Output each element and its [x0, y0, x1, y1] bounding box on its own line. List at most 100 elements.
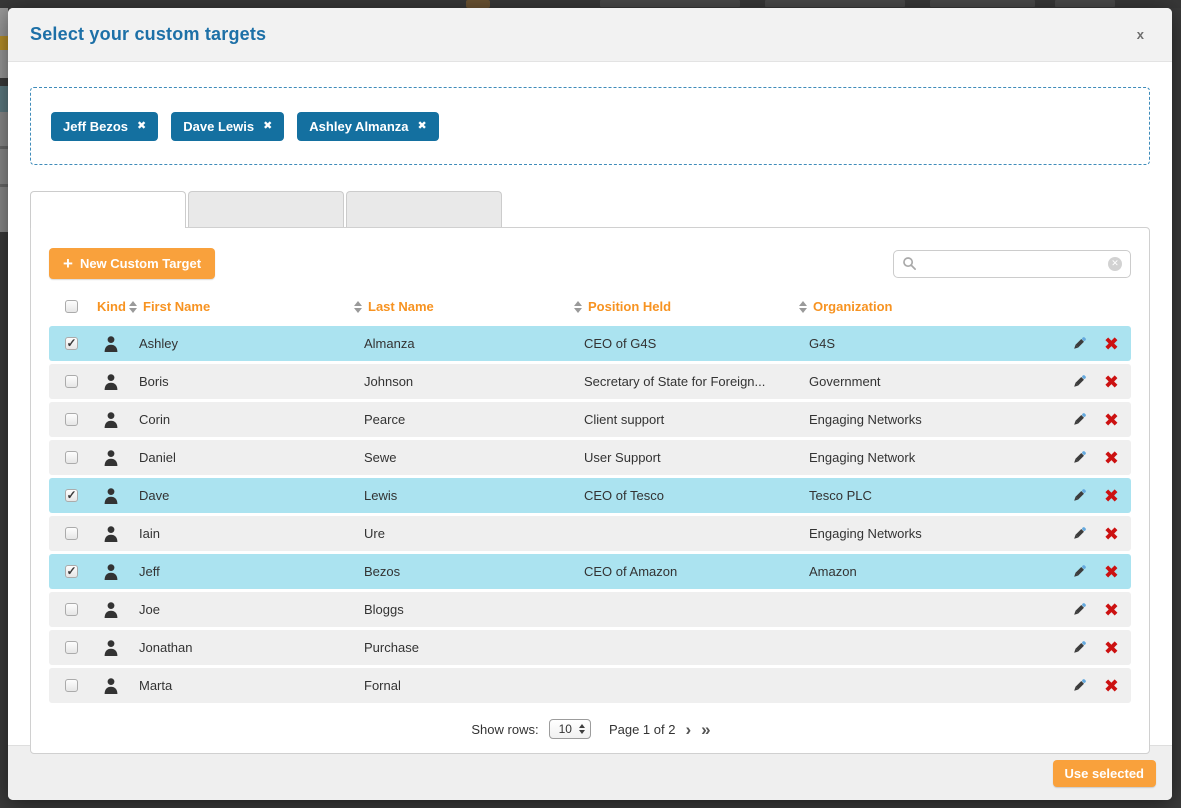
table-row[interactable]: Ashley Almanza CEO of G4S G4S ✖ — [49, 326, 1131, 361]
row-actions: ✖ — [1039, 677, 1131, 695]
delete-x-icon[interactable]: ✖ — [1104, 487, 1119, 505]
delete-x-icon[interactable]: ✖ — [1104, 563, 1119, 581]
row-checkbox[interactable] — [65, 603, 78, 616]
last-page-icon[interactable]: » — [701, 721, 708, 738]
background-nav-item — [765, 0, 905, 7]
row-checkbox[interactable] — [65, 375, 78, 388]
chip-ashley-almanza[interactable]: Ashley Almanza ✖ — [297, 112, 438, 141]
background-logo — [466, 0, 490, 8]
delete-x-icon[interactable]: ✖ — [1104, 525, 1119, 543]
position-held-cell: CEO of Amazon — [584, 564, 809, 579]
table-row[interactable]: Iain Ure Engaging Networks ✖ — [49, 516, 1131, 551]
edit-pencil-icon[interactable] — [1071, 525, 1088, 542]
row-checkbox[interactable] — [65, 337, 78, 350]
last-name-cell: Almanza — [364, 336, 584, 351]
table-header: Kind First Name Last Name Position Held … — [49, 295, 1131, 326]
person-icon — [103, 563, 119, 581]
column-header-position-held[interactable]: Position Held — [584, 299, 809, 314]
select-all-checkbox[interactable] — [65, 300, 78, 313]
row-checkbox[interactable] — [65, 641, 78, 654]
delete-x-icon[interactable]: ✖ — [1104, 677, 1119, 695]
tab-groups[interactable] — [346, 191, 502, 227]
delete-x-icon[interactable]: ✖ — [1104, 373, 1119, 391]
kind-cell — [93, 411, 139, 429]
close-icon[interactable]: x — [1137, 28, 1144, 41]
pagination: Show rows: 10 Page 1 of 2 › » — [49, 719, 1131, 739]
last-name-cell: Bloggs — [364, 602, 584, 617]
table-row[interactable]: Marta Fornal ✖ — [49, 668, 1131, 703]
person-icon — [103, 677, 119, 695]
edit-pencil-icon[interactable] — [1071, 639, 1088, 656]
table-row[interactable]: Daniel Sewe User Support Engaging Networ… — [49, 440, 1131, 475]
remove-chip-icon[interactable]: ✖ — [263, 121, 272, 132]
table-body: Ashley Almanza CEO of G4S G4S ✖ — [49, 326, 1131, 703]
table-row[interactable]: Dave Lewis CEO of Tesco Tesco PLC ✖ — [49, 478, 1131, 513]
clear-search-icon[interactable]: ✕ — [1108, 257, 1122, 271]
first-name-cell: Ashley — [139, 336, 364, 351]
organization-cell: Engaging Network — [809, 450, 1039, 465]
edit-pencil-icon[interactable] — [1071, 677, 1088, 694]
delete-x-icon[interactable]: ✖ — [1104, 601, 1119, 619]
use-selected-button[interactable]: Use selected — [1053, 760, 1157, 787]
row-checkbox[interactable] — [65, 413, 78, 426]
row-checkbox[interactable] — [65, 489, 78, 502]
tab-custom-3[interactable] — [30, 191, 186, 228]
column-header-first-name[interactable]: First Name — [139, 299, 364, 314]
first-name-cell: Jonathan — [139, 640, 364, 655]
delete-x-icon[interactable]: ✖ — [1104, 335, 1119, 353]
delete-x-icon[interactable]: ✖ — [1104, 639, 1119, 657]
edit-pencil-icon[interactable] — [1071, 411, 1088, 428]
kind-cell — [93, 563, 139, 581]
show-rows-label: Show rows: — [471, 722, 538, 737]
chip-jeff-bezos[interactable]: Jeff Bezos ✖ — [51, 112, 158, 141]
first-name-cell: Marta — [139, 678, 364, 693]
row-checkbox[interactable] — [65, 679, 78, 692]
kind-cell — [93, 487, 139, 505]
sort-icon[interactable] — [129, 301, 137, 313]
organization-cell: Government — [809, 374, 1039, 389]
show-rows-select[interactable]: 10 — [549, 719, 591, 739]
organization-cell: Engaging Networks — [809, 526, 1039, 541]
row-checkbox[interactable] — [65, 451, 78, 464]
table-row[interactable]: Boris Johnson Secretary of State for For… — [49, 364, 1131, 399]
page-indicator: Page 1 of 2 — [609, 722, 676, 737]
background-page-top — [0, 0, 1181, 8]
search-input[interactable] — [923, 256, 1102, 271]
sort-icon[interactable] — [574, 301, 582, 313]
remove-chip-icon[interactable]: ✖ — [137, 121, 146, 132]
row-checkbox[interactable] — [65, 565, 78, 578]
table-row[interactable]: Corin Pearce Client support Engaging Net… — [49, 402, 1131, 437]
last-name-cell: Ure — [364, 526, 584, 541]
new-custom-target-button[interactable]: + New Custom Target — [49, 248, 215, 279]
background-nav-item — [930, 0, 1035, 7]
table-row[interactable]: Joe Bloggs ✖ — [49, 592, 1131, 627]
edit-pencil-icon[interactable] — [1071, 373, 1088, 390]
column-header-last-name[interactable]: Last Name — [364, 299, 584, 314]
chip-dave-lewis[interactable]: Dave Lewis ✖ — [171, 112, 284, 141]
edit-pencil-icon[interactable] — [1071, 601, 1088, 618]
table-row[interactable]: Jeff Bezos CEO of Amazon Amazon ✖ — [49, 554, 1131, 589]
person-icon — [103, 601, 119, 619]
delete-x-icon[interactable]: ✖ — [1104, 411, 1119, 429]
delete-x-icon[interactable]: ✖ — [1104, 449, 1119, 467]
table-row[interactable]: Jonathan Purchase ✖ — [49, 630, 1131, 665]
sort-icon[interactable] — [799, 301, 807, 313]
next-page-icon[interactable]: › — [685, 721, 691, 738]
tab-available[interactable] — [188, 191, 344, 227]
row-actions: ✖ — [1039, 563, 1131, 581]
row-checkbox[interactable] — [65, 527, 78, 540]
edit-pencil-icon[interactable] — [1071, 449, 1088, 466]
person-icon — [103, 525, 119, 543]
column-header-organization[interactable]: Organization — [809, 299, 1039, 314]
first-name-cell: Iain — [139, 526, 364, 541]
edit-pencil-icon[interactable] — [1071, 335, 1088, 352]
organization-cell: G4S — [809, 336, 1039, 351]
row-actions: ✖ — [1039, 411, 1131, 429]
row-actions: ✖ — [1039, 525, 1131, 543]
kind-cell — [93, 677, 139, 695]
remove-chip-icon[interactable]: ✖ — [418, 121, 427, 132]
edit-pencil-icon[interactable] — [1071, 487, 1088, 504]
edit-pencil-icon[interactable] — [1071, 563, 1088, 580]
row-actions: ✖ — [1039, 373, 1131, 391]
sort-icon[interactable] — [354, 301, 362, 313]
